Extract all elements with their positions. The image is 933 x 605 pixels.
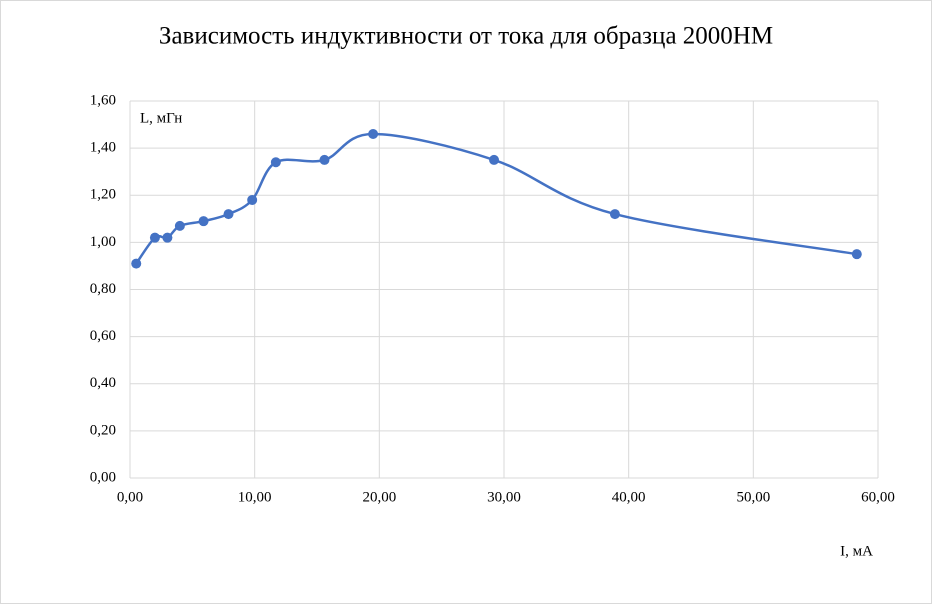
x-tick-label: 40,00 [612,489,646,505]
data-point [319,154,330,165]
chart-title: Зависимость индуктивности от тока для об… [159,23,773,50]
data-point [247,194,258,205]
y-tick-label: 1,40 [90,140,116,156]
data-point [149,232,160,243]
data-point [489,154,500,165]
x-tick-label: 30,00 [487,489,521,505]
data-point [131,258,142,269]
y-axis-label: L, мГн [140,110,182,126]
x-tick-label: 0,00 [117,489,143,505]
y-tick-label: 0,20 [90,422,116,438]
y-tick-label: 0,80 [90,281,116,297]
x-tick-label: 50,00 [736,489,770,505]
y-tick-label: 1,20 [90,187,116,203]
x-tick-label: 10,00 [238,489,272,505]
x-tick-label: 60,00 [861,489,895,505]
y-tick-label: 0,60 [90,328,116,344]
data-point [223,209,234,220]
y-tick-label: 0,40 [90,375,116,391]
data-point [174,220,185,231]
data-point [368,128,379,139]
data-point [609,209,620,220]
y-tick-label: 0,00 [90,469,116,485]
data-point [198,216,209,227]
x-axis-label: I, мА [840,543,873,559]
data-point [270,157,281,168]
x-tick-label: 20,00 [362,489,396,505]
data-point [162,232,173,243]
y-tick-label: 1,60 [90,92,116,108]
data-point [851,249,862,260]
y-tick-label: 1,00 [90,234,116,250]
